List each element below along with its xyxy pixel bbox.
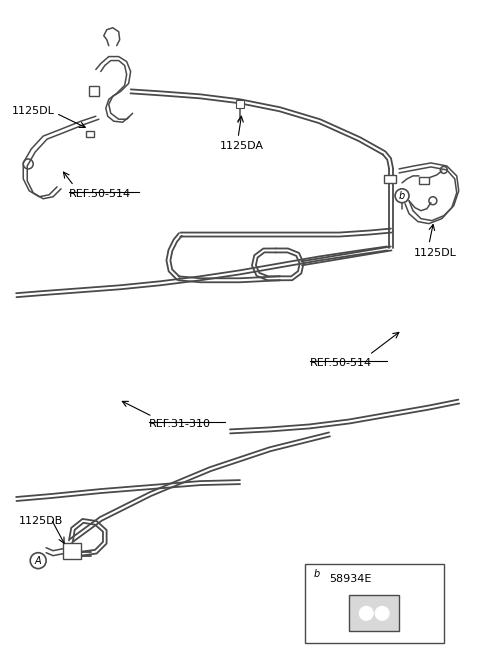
Text: b: b	[399, 191, 405, 201]
Bar	[236, 100, 244, 108]
Bar	[305, 563, 444, 643]
Text: 1125DA: 1125DA	[220, 141, 264, 151]
Text: REF.50-514: REF.50-514	[310, 358, 372, 368]
Bar	[384, 175, 396, 183]
Bar	[86, 131, 94, 137]
Text: 1125DL: 1125DL	[414, 248, 457, 259]
FancyBboxPatch shape	[349, 595, 399, 631]
Circle shape	[360, 607, 373, 620]
Text: REF.31-310: REF.31-310	[148, 419, 211, 430]
Text: REF.50-514: REF.50-514	[69, 189, 131, 199]
Text: A: A	[35, 555, 41, 566]
Text: 1125DL: 1125DL	[12, 106, 54, 117]
Text: 58934E: 58934E	[329, 574, 372, 584]
Text: b: b	[313, 569, 320, 578]
FancyBboxPatch shape	[63, 543, 81, 559]
Circle shape	[375, 607, 389, 620]
Text: 1125DB: 1125DB	[19, 516, 63, 526]
Bar	[419, 177, 429, 184]
Bar	[89, 86, 99, 96]
